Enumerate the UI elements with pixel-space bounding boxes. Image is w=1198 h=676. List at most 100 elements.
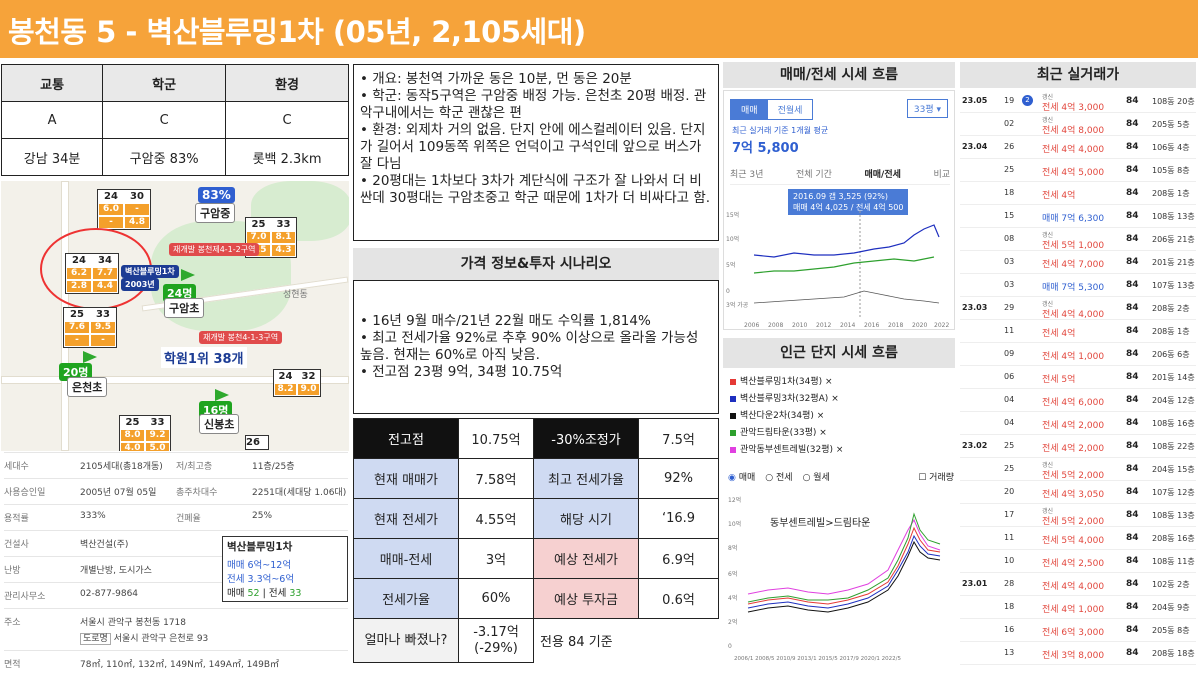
price-box[interactable]: 25 33 8.0 9.2 4.0 5.0 — [119, 415, 171, 451]
summary-line: • 학군: 동작5구역은 구암중 배정 가능. 은천초 20평 배정. 관악구내… — [360, 88, 707, 121]
subtab-all[interactable]: 전체 기간 — [795, 170, 832, 180]
deal-row[interactable]: 02 갱신 전세 4억 8,000 84 205동 5층 — [960, 113, 1196, 136]
rating-header: 학군 — [102, 64, 227, 102]
deal-row[interactable]: 03 전세 4억 7,000 84 201동 21층 — [960, 251, 1196, 274]
deal-row[interactable]: 23.05 19 2 갱신 전세 4억 3,000 84 108동 20층 — [960, 90, 1196, 113]
summary-line: • 환경: 외제차 거의 없음. 단지 안에 에스컬레이터 있음. 단지가 길어… — [360, 122, 706, 172]
deal-area: 84 — [1126, 211, 1139, 221]
deal-day: 11 — [1004, 533, 1015, 542]
complex-summary-card[interactable]: 벽산블루밍1차 매매 6억~12억 전세 3.3억~6억 매매 52 | 전세 … — [222, 536, 348, 602]
deal-area: 84 — [1126, 648, 1139, 658]
nearby-chart: 12억 10억 8억 6억 4억 2억 0 2006/1 2008/5 2010… — [728, 496, 941, 662]
deal-area: 84 — [1126, 326, 1139, 336]
deal-row[interactable]: 13 전세 3억 8,000 84 208동 18층 — [960, 642, 1196, 665]
deal-row[interactable]: 25 갱신 전세 5억 2,000 84 204동 15층 — [960, 458, 1196, 481]
deal-day: 25 — [1004, 165, 1015, 174]
deal-row[interactable]: 20 전세 4억 3,050 84 107동 12층 — [960, 481, 1196, 504]
nearby-options[interactable]: ◉ 매매 ○ 전세 ○ 월세 ☐ 거래량 — [728, 470, 954, 483]
price-box[interactable]: 24 30 6.0- -4.8 — [97, 189, 151, 230]
deal-area: 84 — [1126, 625, 1139, 635]
deal-floor: 204동 15층 — [1152, 465, 1195, 474]
svg-text:2006/1 2008/5 2010/9 2013/1 20: 2006/1 2008/5 2010/9 2013/1 2015/5 2017/… — [734, 656, 902, 662]
volume-checkbox[interactable]: ☐ 거래량 — [918, 473, 954, 483]
deal-row[interactable]: 23.02 25 전세 4억 2,000 84 108동 22층 — [960, 435, 1196, 458]
deal-month: 23.03 — [962, 303, 988, 312]
tab-sale[interactable]: 매매 — [731, 100, 768, 119]
svg-text:3억 가공: 3억 가공 — [726, 301, 749, 309]
svg-text:4억: 4억 — [728, 594, 737, 602]
svg-text:2022: 2022 — [934, 322, 949, 329]
deal-row[interactable]: 17 갱신 전세 5억 2,000 84 108동 13층 — [960, 504, 1196, 527]
school-label: 은천초 — [67, 377, 108, 397]
deal-day: 09 — [1004, 349, 1015, 358]
deal-floor: 108동 22층 — [1152, 442, 1195, 451]
radio-jeonse[interactable]: ○ 전세 — [765, 473, 793, 483]
rating-header: 환경 — [225, 64, 349, 102]
deal-day: 18 — [1004, 188, 1015, 197]
deal-area: 84 — [1126, 119, 1139, 129]
price-box[interactable]: 26 — [245, 435, 269, 450]
deal-row[interactable]: 03 매매 7억 5,300 84 107동 13층 — [960, 274, 1196, 297]
deal-row[interactable]: 18 전세 4억 1,000 84 204동 9층 — [960, 596, 1196, 619]
complex-pin[interactable]: 벽산블루밍1차 — [121, 265, 179, 278]
nearby-title: 인근 단지 시세 흐름 — [723, 338, 955, 368]
deal-price: 전세 5억 1,000 — [1042, 241, 1105, 251]
deal-day: 02 — [1004, 119, 1015, 128]
deal-day: 18 — [1004, 602, 1015, 611]
deal-month: 23.02 — [962, 441, 988, 450]
deal-price: 전세 4억 2,000 — [1042, 444, 1105, 454]
scenario-line: • 최고 전세가율 92%로 추후 90% 이상으로 올라올 가능성 높음. 현… — [360, 330, 699, 363]
subtab-sale-rent[interactable]: 매매/전세 — [864, 170, 901, 180]
deal-row[interactable]: 04 전세 4억 6,000 84 204동 12층 — [960, 389, 1196, 412]
summary-box: • 개요: 봉천역 가까운 동은 10분, 먼 동은 20분 • 학군: 동작5… — [353, 64, 719, 241]
price-table: 전고점 10.75억 -30%조정가 7.5억 현재 매매가 7.58억 최고 전세가율 9… — [353, 418, 719, 663]
school-rate-badge: 83% — [198, 187, 235, 203]
deal-day: 03 — [1004, 280, 1015, 289]
radio-monthly[interactable]: ○ 월세 — [802, 473, 830, 483]
deal-row[interactable]: 08 갱신 전세 5억 1,000 84 206동 21층 — [960, 228, 1196, 251]
school-label: 구암중 — [195, 203, 236, 223]
deal-row[interactable]: 10 전세 4억 2,500 84 108동 11층 — [960, 550, 1196, 573]
deal-floor: 107동 12층 — [1152, 488, 1195, 497]
subtab-3y[interactable]: 최근 3년 — [730, 170, 764, 180]
deal-renewal-tag: 갱신 — [1042, 462, 1054, 469]
deal-renewal-tag: 갱신 — [1042, 117, 1054, 124]
summary-line: • 개요: 봉천역 가까운 동은 10분, 먼 동은 20분 — [360, 71, 632, 87]
scenario-line: • 전고점 23평 9억, 34평 10.75억 — [360, 364, 563, 380]
deal-row[interactable]: 11 전세 5억 4,000 84 208동 16층 — [960, 527, 1196, 550]
deal-row[interactable]: 23.01 28 전세 4억 4,000 84 102동 2층 — [960, 573, 1196, 596]
tab-rent[interactable]: 전월세 — [777, 106, 803, 116]
subtab-compare[interactable]: 비교 — [933, 170, 950, 180]
deal-day: 04 — [1004, 395, 1015, 404]
deals-list[interactable]: 23.05 19 2 갱신 전세 4억 3,000 84 108동 20층 02 갱신 전세 4억… — [960, 90, 1196, 666]
price-box[interactable]: 24 32 8.2 9.0 — [273, 369, 321, 397]
deal-row[interactable]: 04 전세 4억 2,000 84 108동 16층 — [960, 412, 1196, 435]
deal-row[interactable]: 25 전세 4억 5,000 84 105동 8층 — [960, 159, 1196, 182]
deal-floor: 201동 14층 — [1152, 373, 1195, 382]
deal-price: 전세 4억 1,000 — [1042, 605, 1105, 615]
scenario-title: 가격 정보&투자 시나리오 — [353, 248, 719, 280]
deal-price: 전세 6억 3,000 — [1042, 628, 1105, 638]
deal-row[interactable]: 06 전세 5억 84 201동 14층 — [960, 366, 1196, 389]
deal-price: 전세 5억 4,000 — [1042, 536, 1105, 546]
deal-row[interactable]: 15 매매 7억 6,300 84 108동 13층 — [960, 205, 1196, 228]
deal-row[interactable]: 16 전세 6억 3,000 84 205동 8층 — [960, 619, 1196, 642]
deal-row[interactable]: 11 전세 4억 84 208동 1층 — [960, 320, 1196, 343]
deal-renewal-tag: 갱신 — [1042, 94, 1054, 101]
deal-area: 84 — [1126, 579, 1139, 589]
deal-row[interactable]: 18 전세 4억 84 208동 1층 — [960, 182, 1196, 205]
school-label: 구암초 — [164, 298, 205, 318]
school-flag-icon — [215, 389, 229, 401]
deal-price: 전세 4억 3,050 — [1042, 490, 1105, 500]
road — [1, 376, 349, 384]
avg-value: 7억 5,800 — [732, 141, 799, 156]
deal-row[interactable]: 09 전세 4억 1,000 84 206동 6층 — [960, 343, 1196, 366]
price-box[interactable]: 25 33 7.6 9.5- - — [63, 307, 117, 348]
deal-row[interactable]: 23.03 29 갱신 전세 4억 4,000 84 208동 2층 — [960, 297, 1196, 320]
size-select[interactable]: 33평 ▾ — [906, 99, 948, 118]
deal-day: 11 — [1004, 326, 1015, 335]
deal-row[interactable]: 23.04 26 전세 4억 4,000 84 106동 4층 — [960, 136, 1196, 159]
radio-sale[interactable]: ◉ 매매 — [728, 473, 756, 483]
ratings-table: 교통 학군 환경 A C C 강남 34분 구암중 83% 롯백 2.3km — [0, 64, 349, 176]
